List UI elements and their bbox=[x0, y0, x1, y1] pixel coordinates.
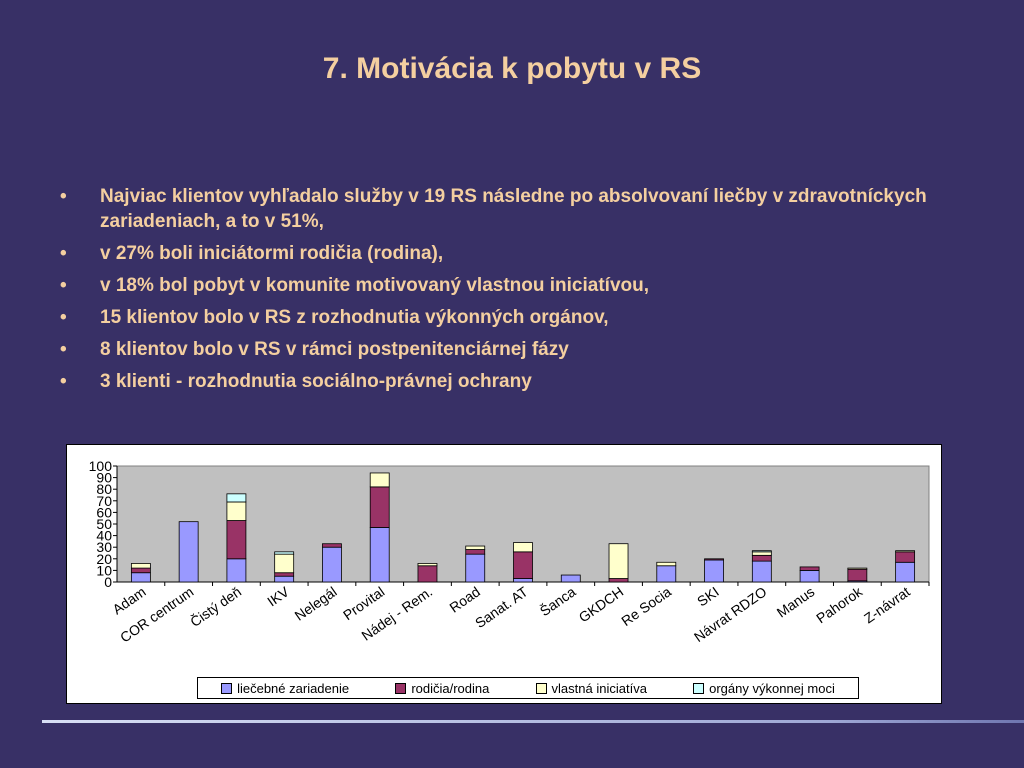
legend-label: liečebné zariadenie bbox=[237, 680, 350, 696]
x-tick-label: Šanca bbox=[537, 583, 579, 619]
x-tick-label: Adam bbox=[109, 583, 148, 617]
x-tick-label: SKI bbox=[694, 583, 722, 609]
y-tick-label: 100 bbox=[89, 458, 113, 474]
legend-entry: orgány výkonnej moci bbox=[693, 681, 835, 696]
bar-segment bbox=[465, 545, 486, 550]
bar-segment bbox=[465, 553, 486, 583]
bar-segment bbox=[895, 561, 916, 583]
bar-segment bbox=[656, 561, 677, 567]
x-tick-label: Road bbox=[446, 583, 483, 615]
bar-segment bbox=[895, 550, 916, 553]
bar-segment bbox=[130, 572, 151, 583]
legend-entry: liečebné zariadenie bbox=[221, 681, 349, 696]
bar-segment bbox=[847, 568, 868, 582]
y-tick-label: 0 bbox=[104, 574, 112, 590]
y-tick-label: 70 bbox=[96, 493, 112, 509]
bar-segment bbox=[274, 572, 295, 577]
slide-title: 7. Motivácia k pobytu v RS bbox=[322, 52, 702, 85]
bar-segment bbox=[751, 560, 772, 583]
bar-segment bbox=[560, 574, 581, 583]
bar-segment bbox=[417, 565, 438, 583]
legend-label: rodičia/rodina bbox=[411, 680, 490, 696]
bullet-item: 15 klientov bolo v RS z rozhodnutia výko… bbox=[60, 305, 960, 330]
bullet-item: v 18% bol pobyt v komunite motivovaný vl… bbox=[60, 273, 960, 298]
x-tick-label: Nelegál bbox=[292, 583, 340, 623]
bar-segment bbox=[274, 575, 295, 583]
bar-segment bbox=[274, 551, 295, 555]
bar-segment bbox=[513, 542, 533, 553]
bullet-list: Najviac klientov vyhľadalo služby v 19 R… bbox=[60, 184, 960, 401]
bar-segment bbox=[417, 563, 438, 567]
bar-segment bbox=[226, 493, 247, 503]
bar-segment bbox=[799, 566, 820, 571]
bar-segment bbox=[608, 578, 629, 583]
bar-segment bbox=[513, 578, 533, 583]
legend-entry: vlastná iniciatíva bbox=[535, 680, 647, 696]
x-tick-label: GKDCH bbox=[576, 583, 627, 625]
bar-segment bbox=[847, 567, 868, 570]
bar-segment bbox=[178, 521, 199, 583]
bar-segment bbox=[369, 486, 390, 528]
bar-segment bbox=[322, 546, 342, 583]
bar-segment bbox=[751, 554, 772, 562]
bar-segment bbox=[656, 565, 677, 583]
bar-segment bbox=[608, 543, 629, 579]
y-tick-label: 30 bbox=[96, 539, 112, 555]
y-tick-label: 20 bbox=[96, 551, 112, 567]
bar-segment bbox=[895, 551, 916, 563]
legend-swatch bbox=[693, 682, 705, 694]
bar-segment bbox=[130, 567, 151, 574]
bar-segment bbox=[751, 550, 772, 553]
bar-segment bbox=[799, 570, 820, 583]
x-tick-label: IKV bbox=[264, 583, 292, 609]
x-tick-label: Re Socia bbox=[618, 583, 674, 629]
legend-swatch bbox=[395, 682, 407, 694]
bar-segment bbox=[751, 551, 772, 556]
bullet-item: 8 klientov bolo v RS v rámci postpeniten… bbox=[60, 337, 960, 362]
y-tick-label: 10 bbox=[96, 562, 112, 578]
x-tick-label: Čistý deň bbox=[187, 583, 244, 630]
bullet-item: 3 klienti - rozhodnutia sociálno-právnej… bbox=[60, 369, 960, 394]
bar-segment bbox=[226, 558, 247, 583]
bar-segment bbox=[704, 558, 724, 561]
y-tick-label: 40 bbox=[96, 528, 112, 544]
x-tick-label: Manus bbox=[774, 583, 818, 620]
bar-segment bbox=[226, 501, 247, 521]
bar-segment bbox=[369, 527, 390, 583]
y-tick-label: 80 bbox=[96, 481, 112, 497]
bar-segment bbox=[130, 563, 151, 569]
bar-segment bbox=[704, 559, 724, 583]
footer-divider bbox=[42, 720, 1024, 723]
bar-segment bbox=[226, 520, 247, 560]
bar-segment bbox=[465, 549, 486, 555]
bullet-item: Najviac klientov vyhľadalo služby v 19 R… bbox=[60, 184, 960, 234]
legend-swatch bbox=[535, 682, 547, 694]
x-tick-label: Z-návrat bbox=[861, 583, 913, 626]
bar-segment bbox=[513, 551, 533, 579]
legend-swatch bbox=[221, 682, 233, 694]
legend-label: vlastná iniciatíva bbox=[551, 680, 647, 696]
y-tick-label: 50 bbox=[96, 516, 112, 532]
bar-segment bbox=[322, 543, 342, 548]
bullet-item: v 27% boli iniciátormi rodičia (rodina), bbox=[60, 241, 960, 266]
y-tick-label: 90 bbox=[96, 470, 112, 486]
legend-entry: rodičia/rodina bbox=[395, 681, 489, 696]
x-tick-label: Pahorok bbox=[813, 583, 866, 627]
x-tick-label: Sanat. AT bbox=[472, 583, 531, 631]
bar-segment bbox=[274, 553, 295, 574]
bar-segment bbox=[369, 472, 390, 488]
chart-legend: liečebné zariadenie rodičia/rodina vlast… bbox=[197, 677, 859, 699]
legend-label: orgány výkonnej moci bbox=[709, 680, 835, 696]
y-tick-label: 60 bbox=[96, 504, 112, 520]
